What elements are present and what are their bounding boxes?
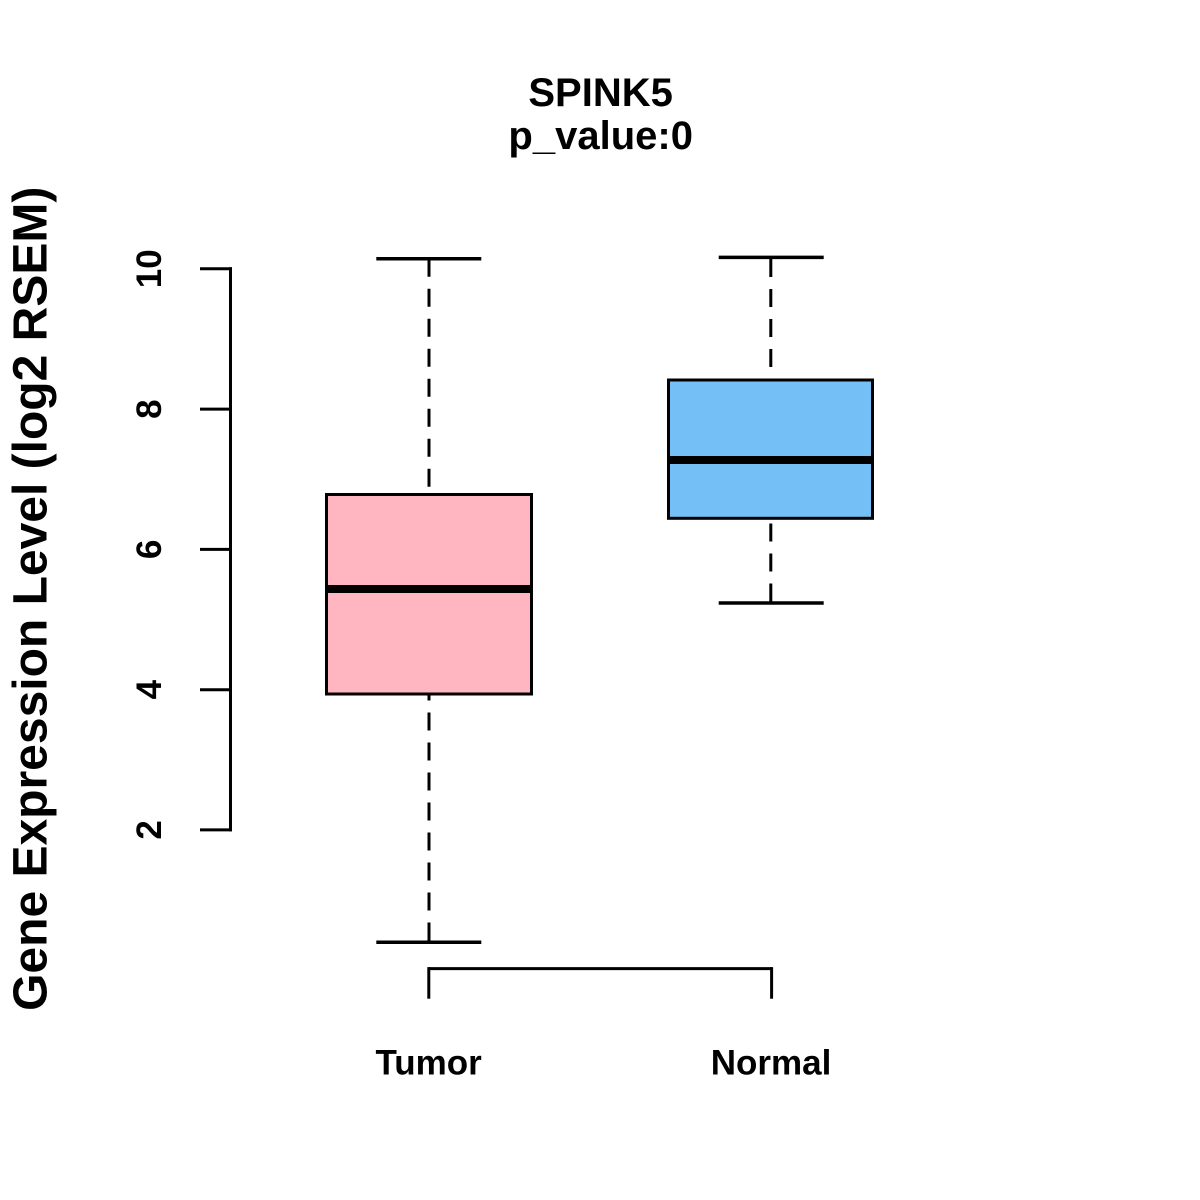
svg-text:4: 4	[130, 679, 169, 699]
svg-text:Tumor: Tumor	[375, 1044, 482, 1083]
svg-text:2: 2	[130, 820, 169, 839]
svg-text:Normal: Normal	[711, 1044, 832, 1083]
svg-text:6: 6	[130, 540, 169, 559]
svg-text:10: 10	[130, 249, 169, 288]
svg-text:p_value:0: p_value:0	[508, 114, 693, 158]
svg-text:8: 8	[130, 399, 169, 418]
svg-text:Gene Expression Level (log2 RS: Gene Expression Level (log2 RSEM)	[5, 187, 58, 1011]
svg-text:SPINK5: SPINK5	[528, 71, 673, 115]
